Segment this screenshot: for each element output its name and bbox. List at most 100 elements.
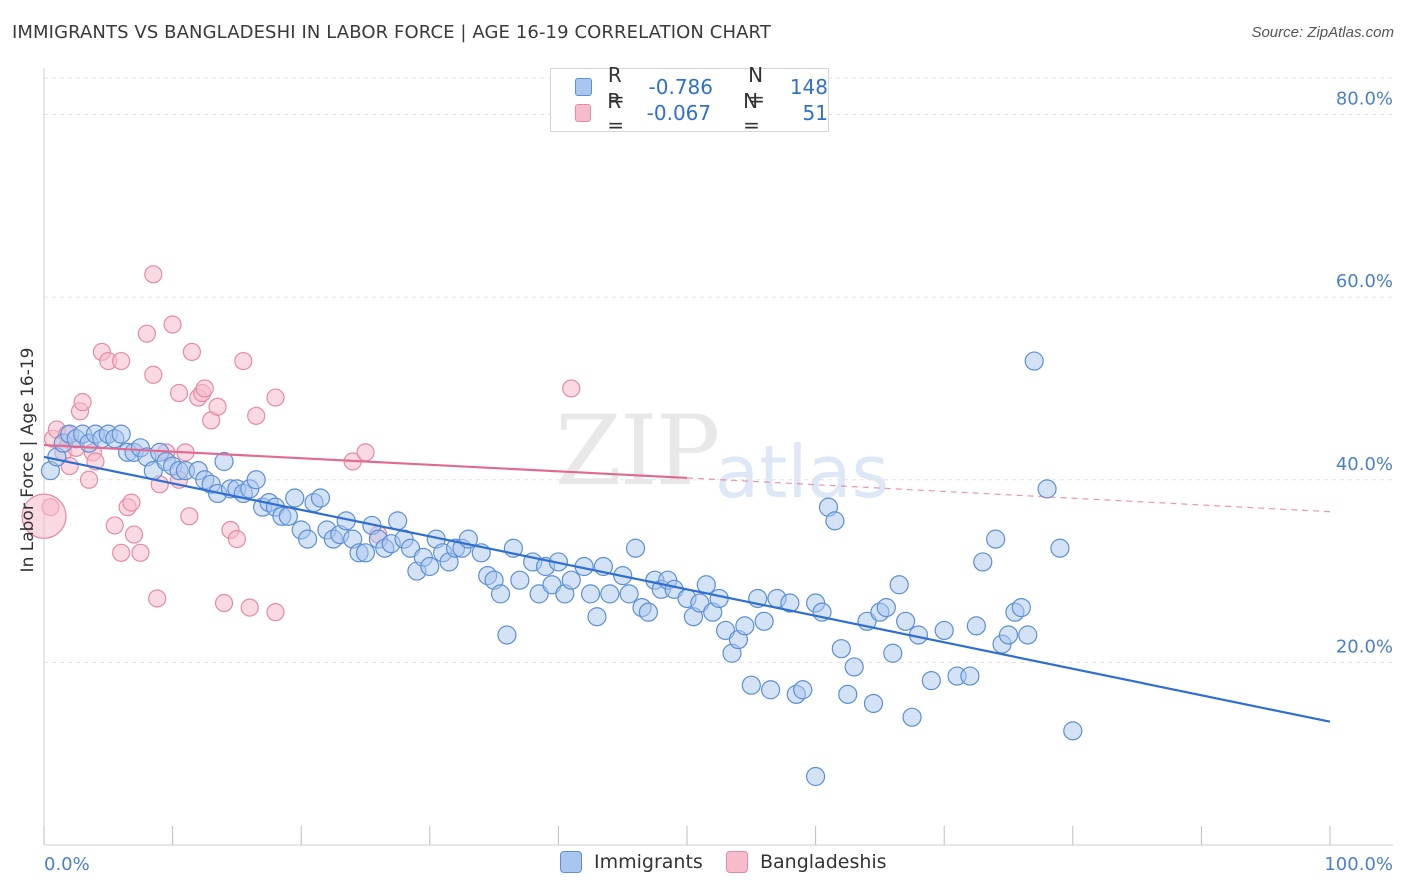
bangladeshi-point	[144, 265, 163, 284]
immigrant-point	[838, 684, 858, 704]
legend-item-immigrants[interactable]: Immigrants	[560, 851, 703, 873]
immigrant-point	[214, 451, 234, 472]
immigrant-point	[246, 470, 266, 490]
immigrant-point	[298, 529, 318, 549]
y-tick-label: 60.0%	[1336, 271, 1393, 292]
bangladeshi-point	[227, 530, 246, 549]
immigrant-point	[780, 593, 800, 613]
immigrant-point	[825, 511, 845, 531]
immigrant-point	[934, 620, 954, 641]
immigrant-points	[40, 351, 1083, 787]
bangladeshi-point	[266, 603, 285, 622]
bangladeshi-point	[182, 342, 201, 362]
bangladeshi-point	[247, 406, 266, 425]
legend-item-bangladeshis[interactable]: Bangladeshis	[726, 851, 887, 873]
immigrant-point	[600, 584, 620, 604]
axis-labels: 20.0% 40.0% 60.0% 80.0% 0.0% 100.0% In Labor F…	[18, 89, 1393, 875]
bangladeshi-point	[234, 351, 253, 371]
watermark-zip: ZIP	[555, 395, 720, 507]
bangladeshi-point	[163, 315, 182, 334]
bangladeshi-point	[169, 383, 189, 403]
immigrant-point	[902, 707, 922, 727]
grid-lines	[44, 77, 1393, 663]
bangladeshis-legend-swatch	[726, 851, 748, 873]
immigrant-point	[921, 671, 941, 691]
immigrant-point	[1050, 538, 1070, 558]
immigrants-legend-label: Immigrants	[594, 851, 703, 873]
x-tick-label-min: 0.0%	[44, 854, 90, 875]
bangladeshi-point	[208, 397, 227, 416]
bangladeshi-point	[79, 470, 99, 489]
bangladeshi-trend-extension	[686, 477, 1331, 513]
bangladeshi-point	[144, 365, 163, 384]
bangladeshi-point	[180, 507, 199, 526]
y-tick-label: 40.0%	[1336, 454, 1393, 475]
source-label[interactable]: Source: ZipAtlas.com	[1251, 24, 1394, 41]
chart-title: IMMIGRANTS VS BANGLADESHI IN LABOR FORCE…	[12, 22, 771, 43]
immigrant-point	[709, 588, 729, 609]
immigrant-point	[986, 529, 1006, 549]
r-label: R =	[607, 89, 625, 137]
bangladeshi-point	[124, 525, 144, 544]
immigrant-point	[310, 488, 331, 508]
n-value: 148	[789, 75, 828, 99]
bangladeshi-point	[105, 516, 124, 535]
correlation-legend: R = -0.786 N = 148 R = -0.067 N = 51	[550, 63, 829, 137]
immigrant-point	[805, 766, 826, 787]
immigrant-point	[278, 506, 298, 526]
bangladeshi-point	[240, 598, 259, 617]
r-label: R =	[607, 63, 625, 111]
immigrant-point	[388, 511, 408, 531]
immigrant-point	[420, 556, 440, 577]
immigrant-point	[960, 666, 980, 686]
immigrant-point	[1024, 351, 1044, 371]
immigrant-point	[1011, 597, 1031, 618]
immigrant-point	[793, 680, 813, 700]
immigrant-point	[998, 625, 1019, 645]
immigrant-point	[497, 625, 517, 645]
bangladeshi-point	[21, 493, 67, 539]
n-label: N =	[748, 63, 765, 111]
axes	[43, 68, 1393, 846]
immigrant-point	[638, 602, 659, 622]
immigrant-point	[760, 680, 781, 700]
immigrant-point	[973, 552, 993, 572]
n-label: N =	[743, 89, 760, 137]
y-tick-label: 20.0%	[1336, 636, 1393, 657]
immigrant-point	[510, 570, 530, 590]
y-tick-label: 80.0%	[1336, 89, 1393, 110]
immigrant-point	[625, 538, 646, 558]
immigrant-point	[844, 657, 864, 677]
immigrant-point	[889, 575, 909, 595]
immigrants-trend-line	[43, 455, 1331, 723]
bangladeshi-point	[112, 543, 131, 562]
bangladeshi-point	[356, 443, 375, 462]
bangladeshi-point	[195, 379, 214, 398]
legend-row-bangladeshis: R = -0.067 N = 51	[575, 89, 828, 137]
immigrant-point	[580, 584, 601, 604]
immigrant-point	[490, 584, 511, 604]
immigrant-point	[735, 616, 755, 636]
bangladeshi-point	[148, 589, 167, 608]
immigrant-point	[1063, 721, 1083, 741]
y-axis-label: In Labor Force | Age 16-19	[18, 348, 38, 573]
immigrant-point	[355, 543, 376, 563]
immigrant-point	[1037, 479, 1057, 499]
immigrant-point	[587, 607, 607, 627]
immigrant-point	[883, 643, 903, 663]
bangladeshi-point	[73, 393, 92, 412]
bangladeshis-swatch	[575, 104, 592, 122]
immigrant-point	[285, 488, 305, 508]
immigrants-swatch	[575, 78, 592, 96]
immigrant-point	[896, 611, 916, 631]
bangladeshi-point	[562, 379, 581, 398]
immigrant-point	[966, 616, 986, 636]
bangladeshi-point	[122, 493, 141, 512]
immigrant-point	[111, 424, 131, 444]
immigrant-point	[741, 675, 761, 695]
trend-lines	[43, 443, 1331, 723]
bangladeshi-point	[112, 351, 131, 371]
bangladeshi-point	[137, 324, 156, 343]
r-value: -0.786	[648, 75, 714, 99]
